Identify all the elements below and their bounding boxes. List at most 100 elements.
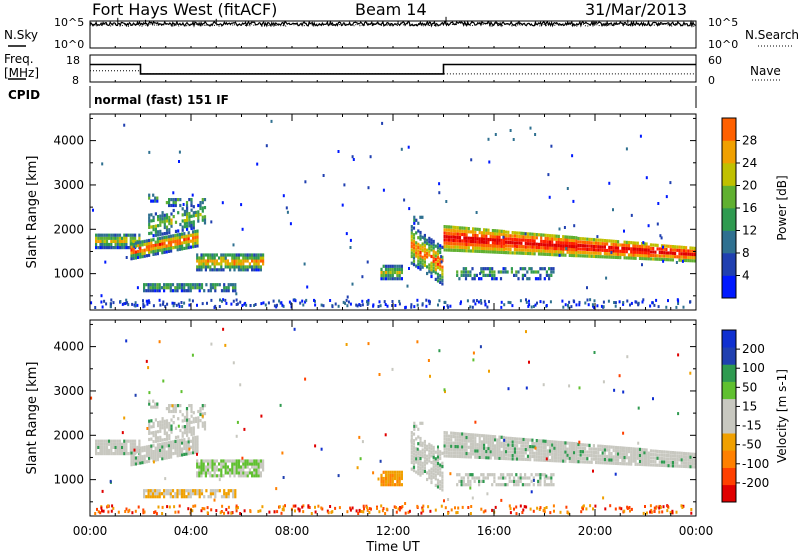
power-cell <box>643 257 646 261</box>
velocity-cell <box>550 483 553 487</box>
velocity-cell <box>542 458 545 462</box>
velocity-cell <box>419 473 422 477</box>
power-cell <box>242 268 245 272</box>
velocity-cell <box>159 454 162 458</box>
velocity-cell <box>443 444 446 448</box>
velocity-cell <box>529 451 532 455</box>
velocity-cell <box>500 441 503 445</box>
power-cell <box>504 267 507 271</box>
power-cell <box>154 230 157 234</box>
power-cell <box>123 242 126 247</box>
power-cell <box>145 299 148 303</box>
velocity-cell <box>207 471 210 475</box>
power-cell <box>400 147 403 151</box>
power-cell <box>572 299 575 303</box>
power-cell <box>101 236 104 240</box>
power-cell <box>588 251 591 255</box>
velocity-cell <box>203 412 207 416</box>
velocity-cell <box>548 452 552 456</box>
power-cell <box>559 247 563 251</box>
power-cell <box>201 215 204 219</box>
power-cell <box>413 218 416 222</box>
power-cell <box>535 242 538 246</box>
power-cell <box>540 249 543 253</box>
velocity-cell <box>489 456 492 460</box>
velocity-cell <box>185 452 188 456</box>
velocity-cell <box>124 510 127 513</box>
velocity-cell <box>595 450 598 455</box>
velocity-cell <box>192 426 195 430</box>
power-cell <box>150 238 153 242</box>
power-cell <box>571 154 574 158</box>
power-cell <box>483 237 486 241</box>
power-cell <box>253 304 256 307</box>
velocity-cell <box>246 471 249 475</box>
velocity-cell <box>689 465 692 469</box>
power-cell <box>108 242 111 247</box>
velocity-cell <box>200 465 203 469</box>
power-cell <box>447 228 451 232</box>
velocity-cell <box>174 448 177 452</box>
power-cell <box>267 301 270 305</box>
power-cell <box>524 242 527 246</box>
velocity-cell <box>192 442 195 446</box>
power-cell <box>183 246 186 250</box>
power-cell <box>685 258 688 263</box>
power-cell <box>139 243 142 247</box>
velocity-cell <box>617 455 620 459</box>
power-cell <box>553 237 556 241</box>
velocity-cell <box>168 424 171 429</box>
power-cell <box>227 289 230 293</box>
velocity-cell <box>237 462 240 466</box>
velocity-cell <box>103 439 106 443</box>
power-cell <box>190 208 193 212</box>
velocity-cell <box>382 470 385 474</box>
velocity-cell <box>417 462 420 466</box>
velocity-cell <box>483 449 486 453</box>
velocity-cell <box>194 447 197 451</box>
velocity-cell <box>645 460 648 464</box>
power-cell <box>423 257 426 261</box>
velocity-cell <box>511 437 514 441</box>
velocity-colorbar-swatch <box>722 484 736 503</box>
velocity-cell <box>161 448 164 452</box>
power-cell <box>241 227 244 231</box>
power-cell <box>465 242 468 246</box>
power-cell <box>130 245 133 249</box>
power-cell <box>548 252 552 257</box>
velocity-cell <box>496 438 499 442</box>
power-cell <box>248 256 251 260</box>
velocity-cell <box>621 452 624 456</box>
velocity-cell <box>220 462 223 466</box>
velocity-cell <box>170 452 173 456</box>
velocity-cell <box>154 402 157 406</box>
power-cell <box>480 246 483 250</box>
power-ytick-label: 4000 <box>53 134 84 148</box>
power-cell <box>488 300 490 304</box>
power-cell <box>601 238 604 242</box>
velocity-cell <box>649 510 652 514</box>
power-cell <box>259 259 262 263</box>
velocity-cell <box>625 462 628 466</box>
power-cell <box>417 259 420 263</box>
power-cell <box>358 303 361 307</box>
velocity-cell <box>198 465 201 469</box>
velocity-cell <box>500 450 503 454</box>
velocity-cell <box>458 473 461 477</box>
power-cell <box>212 286 215 290</box>
power-cell <box>638 247 642 251</box>
power-cell <box>430 261 433 265</box>
velocity-cell <box>166 505 169 509</box>
power-cell <box>612 246 615 250</box>
velocity-cell <box>145 460 148 464</box>
power-cell <box>196 303 198 307</box>
power-cell <box>500 250 503 254</box>
power-cell <box>412 236 416 240</box>
velocity-cell <box>500 456 503 460</box>
velocity-cell <box>210 342 213 346</box>
power-cell <box>426 255 429 259</box>
power-cell <box>502 238 505 243</box>
velocity-cell <box>105 445 109 449</box>
velocity-cell <box>647 457 650 461</box>
power-cell <box>224 256 227 260</box>
